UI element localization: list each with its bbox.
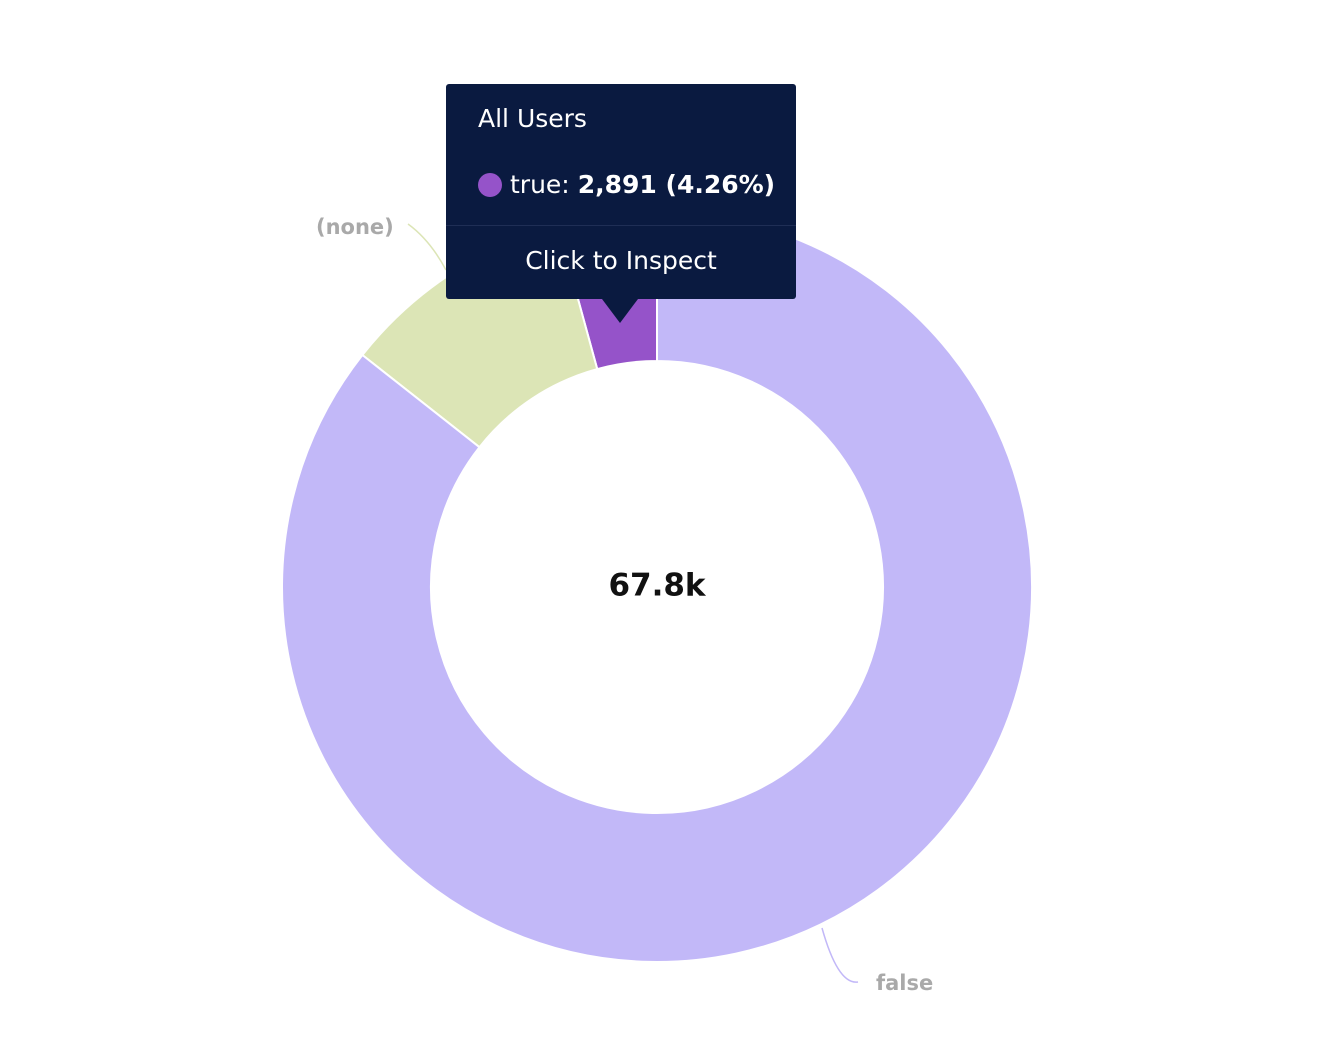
tooltip-dot bbox=[478, 172, 502, 197]
center-label: 67.8k bbox=[608, 568, 706, 604]
leader-line bbox=[407, 223, 447, 271]
slice-label: (none) bbox=[316, 215, 394, 239]
tooltip-row: true: 2,891 (4.26%) bbox=[478, 170, 775, 199]
tooltip-action[interactable]: Click to Inspect bbox=[525, 246, 717, 275]
tooltip: All Users true: 2,891 (4.26%) Click to I… bbox=[446, 84, 796, 323]
slice-label: false bbox=[876, 971, 933, 995]
tooltip-label: true: bbox=[510, 170, 570, 199]
tooltip-title: All Users bbox=[478, 104, 587, 133]
slice[interactable] bbox=[281, 210, 1033, 963]
tooltip-arrow bbox=[602, 299, 638, 323]
tooltip-value: 2,891 (4.26%) bbox=[577, 170, 776, 199]
tooltip-divider bbox=[446, 225, 796, 226]
leader-line bbox=[821, 927, 859, 983]
